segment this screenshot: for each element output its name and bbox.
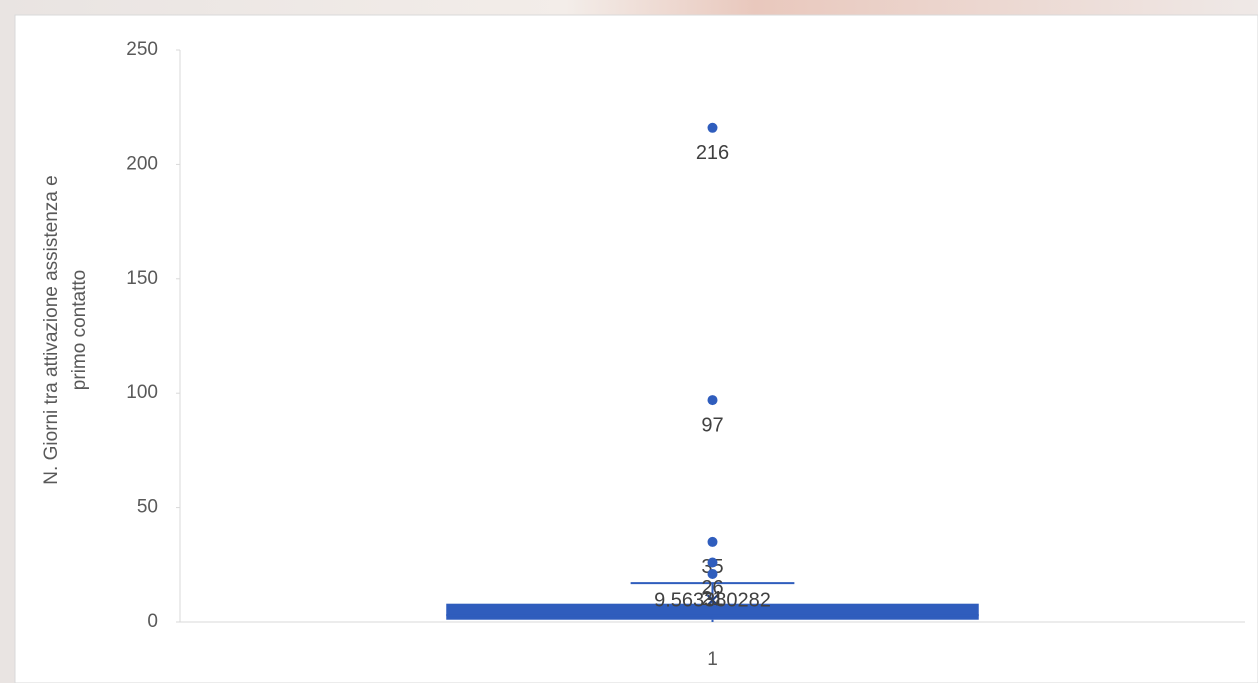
- x-tick-label: 1: [707, 649, 718, 670]
- outlier: [707, 568, 718, 579]
- y-tick-label: 100: [126, 382, 158, 403]
- mean-label: 9.563380282: [654, 589, 771, 611]
- y-tick-label: 200: [126, 153, 158, 174]
- y-tick-label: 50: [137, 497, 158, 518]
- y-axis-title: N. Giorni tra attivazione assistenza e: [41, 175, 62, 484]
- chart-area: [14, 14, 1258, 683]
- outlier-label: 216: [696, 142, 729, 164]
- mean-marker: [706, 594, 719, 606]
- outlier-label: 21: [701, 588, 723, 610]
- outlier: [707, 557, 718, 568]
- outlier-label: 97: [701, 414, 723, 436]
- outlier: [707, 122, 718, 133]
- y-axis-title: primo contatto: [69, 270, 90, 390]
- y-tick-label: 0: [147, 611, 158, 632]
- outlier: [707, 395, 718, 406]
- outlier: [707, 536, 718, 547]
- outlier-label: 26: [701, 577, 723, 599]
- y-tick-label: 250: [126, 39, 158, 60]
- y-tick-label: 150: [126, 268, 158, 289]
